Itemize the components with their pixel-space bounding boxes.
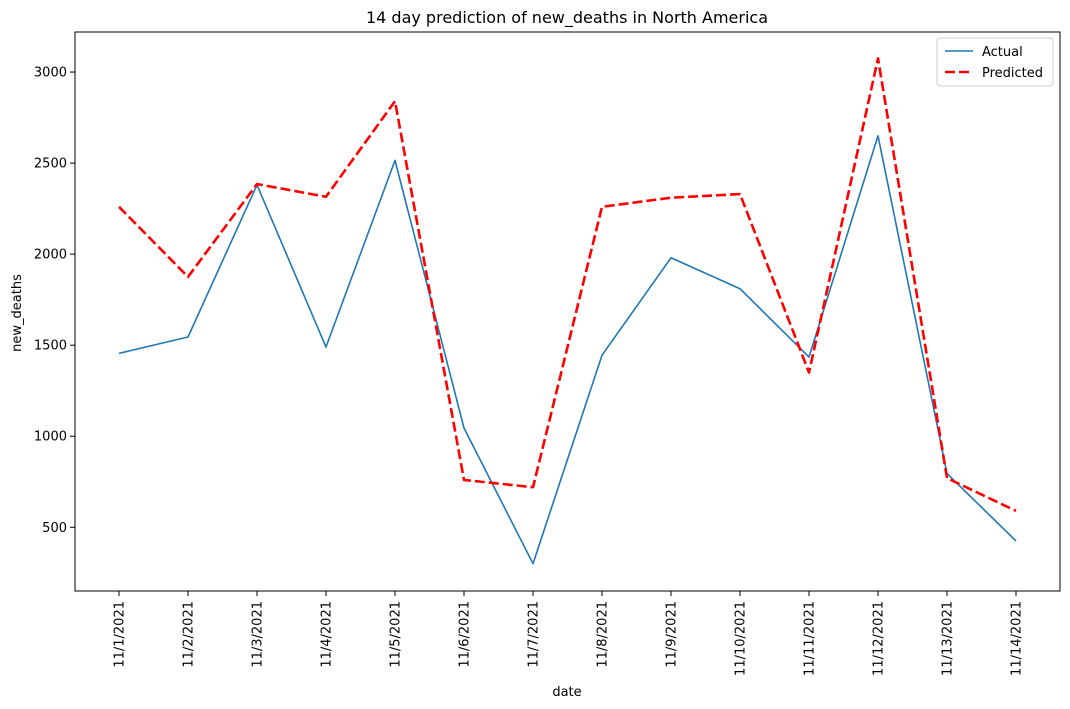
x-tick-label: 11/1/2021: [113, 601, 128, 668]
legend-label-predicted: Predicted: [982, 66, 1043, 81]
series-line-predicted: [118, 57, 1017, 513]
x-tick-label: 11/13/2021: [941, 601, 956, 676]
x-tick-label: 11/12/2021: [872, 601, 887, 676]
legend-box: [936, 37, 1054, 87]
legend-label-actual: Actual: [982, 45, 1023, 60]
x-tick-label: 11/10/2021: [734, 601, 749, 676]
x-tick-label: 11/8/2021: [596, 601, 611, 668]
y-tick-label: 1000: [34, 430, 67, 445]
plot-frame: [74, 31, 1061, 592]
x-tick-label: 11/14/2021: [1010, 601, 1025, 676]
x-tick-label: 11/7/2021: [527, 601, 542, 668]
x-tick-label: 11/6/2021: [458, 601, 473, 668]
plot-area: 500 1000 1500 2000 2500 3000 11/1/2021 11/2/202…: [34, 31, 1061, 676]
chart-title: 14 day prediction of new_deaths in North…: [366, 8, 768, 28]
y-tick-label: 1500: [34, 339, 67, 354]
y-axis-label: new_deaths: [10, 274, 25, 352]
x-tick-label: 11/5/2021: [389, 601, 404, 668]
y-tick-label: 3000: [34, 66, 67, 81]
x-tick-label: 11/9/2021: [665, 601, 680, 668]
y-tick-label: 500: [42, 521, 67, 536]
x-tick-label: 11/11/2021: [803, 601, 818, 676]
y-tick-label: 2000: [34, 248, 67, 263]
x-tick-label: 11/3/2021: [251, 601, 266, 668]
x-tick-label: 11/2/2021: [182, 601, 197, 668]
y-tick-label: 2500: [34, 157, 67, 172]
x-tick-label: 11/4/2021: [320, 601, 335, 668]
series-line-actual: [118, 134, 1017, 565]
x-axis-label: date: [552, 685, 581, 700]
